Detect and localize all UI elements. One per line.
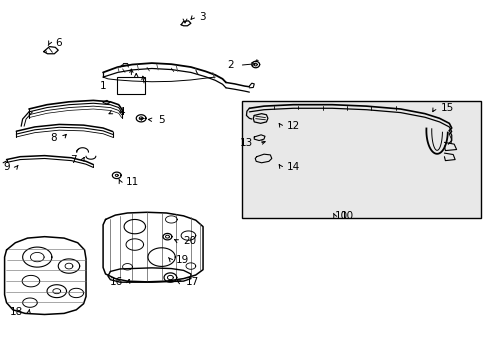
Text: 2: 2 <box>227 60 233 70</box>
Text: 17: 17 <box>185 277 199 287</box>
Text: 14: 14 <box>286 162 300 172</box>
Text: 20: 20 <box>183 236 196 246</box>
Text: 1: 1 <box>99 81 106 91</box>
Text: 18: 18 <box>10 307 23 317</box>
Text: 10: 10 <box>334 211 347 221</box>
Bar <box>117 77 144 94</box>
Text: 19: 19 <box>176 255 189 265</box>
Text: 10: 10 <box>340 211 353 221</box>
Text: 8: 8 <box>51 133 57 143</box>
Text: 5: 5 <box>158 115 164 125</box>
Text: 12: 12 <box>286 121 300 131</box>
Text: 15: 15 <box>440 103 453 113</box>
Text: 16: 16 <box>109 277 122 287</box>
Text: 7: 7 <box>70 155 77 165</box>
Text: 9: 9 <box>4 162 10 172</box>
Text: 13: 13 <box>240 139 253 148</box>
Text: 11: 11 <box>126 177 139 187</box>
Text: 4: 4 <box>119 107 125 117</box>
Bar <box>242 101 480 218</box>
Text: 3: 3 <box>199 12 205 22</box>
Text: 6: 6 <box>55 38 62 48</box>
